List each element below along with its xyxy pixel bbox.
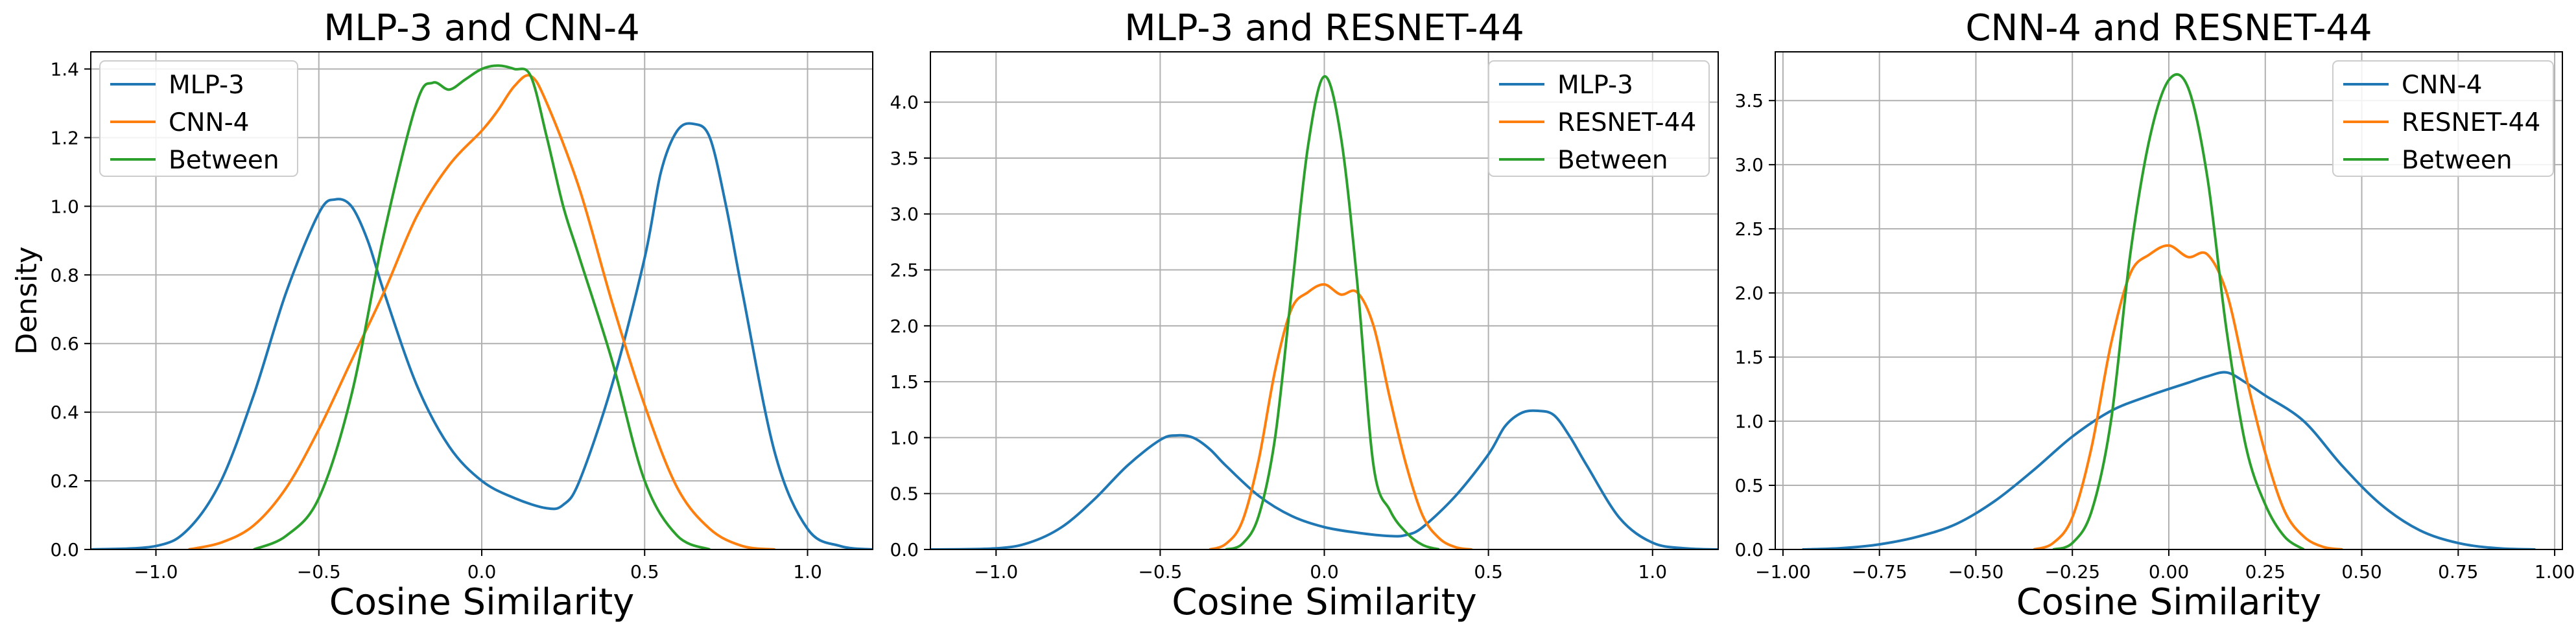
legend-box (1488, 60, 1710, 177)
series-line-cnn-4 (1802, 371, 2536, 549)
x-tick-label: 0.5 (630, 561, 659, 583)
y-tick-label: 0.8 (50, 264, 79, 286)
series-line-between (2052, 73, 2305, 549)
y-tick-label: 1.0 (890, 427, 919, 448)
y-tick-label: 0.5 (890, 483, 919, 505)
chart-panel-2: −1.0 −0.5 0.0 0.5 1.0 0.0 0.5 1.0 1.5 2.0 2.5 3.0 3.… (890, 7, 1719, 623)
x-tick-label: −0.75 (1852, 561, 1908, 583)
legend-label: RESNET-44 (1557, 108, 1696, 137)
series-line-between (1225, 75, 1440, 549)
x-tick-label: −0.50 (1948, 561, 2004, 583)
y-tick-label: 3.0 (1734, 154, 1764, 176)
y-tick-label: 1.0 (50, 196, 79, 217)
x-axis-label: Cosine Similarity (1172, 581, 1477, 623)
y-axis-label: Density (10, 246, 43, 354)
x-tick-label: 1.00 (2535, 561, 2575, 583)
legend-label: MLP-3 (1557, 71, 1633, 100)
legend-label: Between (169, 146, 279, 175)
x-tick-label: 0.25 (2245, 561, 2286, 583)
x-tick-label: −0.5 (1138, 561, 1182, 583)
legend-label: CNN-4 (2402, 71, 2482, 100)
legend: MLP-3 RESNET-44 Between (1488, 60, 1710, 177)
legend-label: MLP-3 (169, 71, 244, 100)
legend-label: Between (2402, 146, 2512, 175)
y-tick-label: 2.5 (1734, 218, 1764, 240)
legend-box (99, 60, 298, 177)
y-tick-label: 0.4 (50, 402, 79, 423)
y-tick-label: 0.0 (890, 539, 919, 560)
y-tick-label: 1.5 (1734, 347, 1764, 368)
y-tick-label: 1.0 (1734, 411, 1764, 432)
x-tick-label: −0.25 (2044, 561, 2100, 583)
x-tick-label: −0.5 (297, 561, 341, 583)
x-tick-label: 0.5 (1474, 561, 1503, 583)
legend-label: Between (1557, 146, 1668, 175)
legend-label: RESNET-44 (2402, 108, 2540, 137)
y-tick-label: 1.4 (50, 58, 79, 80)
y-tick-label: 4.0 (890, 92, 919, 113)
legend: MLP-3 CNN-4 Between (99, 60, 298, 177)
legend: CNN-4 RESNET-44 Between (2332, 60, 2554, 177)
chart-panel-1: −1.0 −0.5 0.0 0.5 1.0 0.0 0.2 0.4 0.6 0.8 1.0 1.2 1.… (10, 7, 873, 623)
y-tick-label: 2.0 (1734, 283, 1764, 304)
y-tick-label: 0.2 (50, 470, 79, 492)
y-tick-label: 2.5 (890, 260, 919, 281)
y-tick-label: 0.0 (1734, 539, 1764, 560)
series-line-resnet-44 (1209, 283, 1472, 549)
x-tick-label: −1.00 (1755, 561, 1811, 583)
x-tick-label: −1.0 (974, 561, 1018, 583)
legend-box (2332, 60, 2554, 177)
legend-label: CNN-4 (169, 108, 249, 137)
series-line-between (253, 64, 711, 549)
x-tick-label: 0.0 (467, 561, 497, 583)
y-tick-label: 0.0 (50, 539, 79, 560)
series-line-cnn-4 (188, 74, 775, 549)
x-tick-label: 0.75 (2438, 561, 2478, 583)
series-line-mlp-3 (91, 122, 873, 549)
chart-title: CNN-4 and RESNET-44 (1965, 7, 2372, 49)
y-tick-label: 3.0 (890, 203, 919, 225)
y-tick-label: 1.5 (890, 371, 919, 393)
y-tick-label: 0.6 (50, 333, 79, 354)
y-tick-label: 3.5 (890, 148, 919, 169)
series-line-mlp-3 (930, 409, 1718, 549)
chart-title: MLP-3 and RESNET-44 (1124, 7, 1524, 49)
x-axis-label: Cosine Similarity (329, 581, 635, 623)
chart-title: MLP-3 and CNN-4 (324, 7, 640, 49)
x-axis-label: Cosine Similarity (2016, 581, 2322, 623)
x-tick-label: −1.0 (134, 561, 178, 583)
x-tick-label: 0.0 (1310, 561, 1339, 583)
y-tick-label: 2.0 (890, 316, 919, 337)
x-tick-label: 0.50 (2341, 561, 2381, 583)
x-tick-label: 0.00 (2149, 561, 2189, 583)
series-line-resnet-44 (2033, 244, 2343, 549)
y-tick-label: 1.2 (50, 127, 79, 148)
x-tick-label: 1.0 (1638, 561, 1667, 583)
chart-panel-3: −1.00 −0.75 −0.50 −0.25 0.00 0.25 0.50 0.75 1.00… (1734, 7, 2575, 623)
y-tick-label: 0.5 (1734, 475, 1764, 496)
y-tick-label: 3.5 (1734, 90, 1764, 111)
x-tick-label: 1.0 (793, 561, 822, 583)
